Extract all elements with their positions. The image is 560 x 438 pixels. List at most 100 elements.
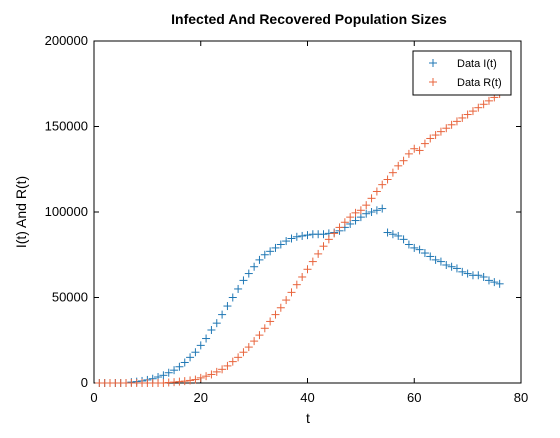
series-recovered: [95, 90, 504, 387]
data-point: [239, 276, 248, 285]
data-point: [191, 348, 200, 357]
data-point: [260, 324, 269, 333]
data-point: [228, 293, 237, 302]
data-point: [372, 187, 381, 196]
data-point: [308, 257, 317, 266]
data-point: [431, 131, 440, 140]
data-point: [463, 269, 472, 278]
data-point: [303, 265, 312, 274]
data-point: [196, 373, 205, 382]
data-point: [479, 100, 488, 109]
data-point: [383, 175, 392, 184]
data-point: [420, 249, 429, 258]
data-point: [175, 362, 184, 371]
chart-title: Infected And Recovered Population Sizes: [171, 11, 447, 27]
data-point: [426, 134, 435, 143]
data-point: [234, 353, 243, 362]
y-tick-label: 100000: [45, 204, 88, 219]
data-point: [282, 296, 291, 305]
data-point: [191, 375, 200, 384]
data-point: [207, 370, 216, 379]
data-point: [362, 201, 371, 210]
legend: Data I(t) Data R(t): [412, 50, 512, 96]
data-point: [324, 235, 333, 244]
data-point: [212, 319, 221, 328]
data-point: [218, 310, 227, 319]
data-point: [202, 372, 211, 381]
data-point: [298, 231, 307, 240]
data-point: [276, 303, 285, 312]
data-point: [164, 368, 173, 377]
data-point: [180, 377, 189, 386]
legend-label-infected: Data I(t): [457, 58, 497, 70]
data-point: [474, 271, 483, 280]
data-point: [372, 206, 381, 215]
data-point: [394, 161, 403, 170]
legend-plus-marker: [429, 78, 437, 86]
x-tick-label: 60: [407, 390, 421, 405]
data-point: [303, 231, 312, 240]
data-point: [463, 110, 472, 119]
data-point: [175, 377, 184, 386]
data-point: [314, 249, 323, 258]
y-axis-ticks: 0 50000 100000 150000 200000: [45, 33, 521, 390]
data-point: [404, 149, 413, 158]
data-point: [186, 353, 195, 362]
data-point: [250, 262, 259, 271]
data-point: [410, 144, 419, 153]
data-point: [159, 371, 168, 380]
data-point: [186, 376, 195, 385]
data-point: [378, 204, 387, 213]
data-point: [223, 361, 232, 370]
data-point: [287, 288, 296, 297]
data-point: [170, 366, 179, 375]
data-point: [266, 247, 275, 256]
data-point: [346, 213, 355, 222]
data-point: [330, 229, 339, 238]
data-point: [260, 250, 269, 259]
data-point: [388, 168, 397, 177]
data-point: [399, 235, 408, 244]
data-point: [447, 262, 456, 271]
data-point: [452, 264, 461, 273]
x-tick-label: 80: [514, 390, 528, 405]
data-point: [266, 317, 275, 326]
data-point: [458, 113, 467, 122]
data-point: [426, 252, 435, 261]
x-tick-label: 0: [90, 390, 97, 405]
data-point: [484, 96, 493, 105]
x-axis-label: t: [306, 410, 310, 426]
data-point: [271, 243, 280, 252]
data-point: [383, 228, 392, 237]
data-point: [250, 337, 259, 346]
data-point: [436, 257, 445, 266]
data-point: [442, 124, 451, 133]
data-point: [223, 302, 232, 311]
data-point: [298, 272, 307, 281]
series-infected: [95, 204, 504, 387]
data-point: [356, 206, 365, 215]
data-point: [346, 219, 355, 228]
data-point: [484, 276, 493, 285]
data-point: [367, 194, 376, 203]
data-point: [495, 279, 504, 288]
data-point: [378, 180, 387, 189]
data-point: [335, 223, 344, 232]
data-point: [207, 325, 216, 334]
data-point: [415, 146, 424, 155]
x-tick-label: 20: [194, 390, 208, 405]
data-point: [356, 213, 365, 222]
data-point: [282, 237, 291, 246]
data-point: [202, 334, 211, 343]
data-point: [447, 120, 456, 129]
data-point: [410, 243, 419, 252]
data-point: [239, 348, 248, 357]
data-point: [362, 209, 371, 218]
data-point: [319, 230, 328, 239]
data-point: [159, 379, 168, 387]
data-point: [479, 272, 488, 281]
y-axis-label: I(t) And R(t): [13, 176, 29, 248]
data-point: [287, 234, 296, 243]
legend-plus-marker: [429, 59, 437, 67]
